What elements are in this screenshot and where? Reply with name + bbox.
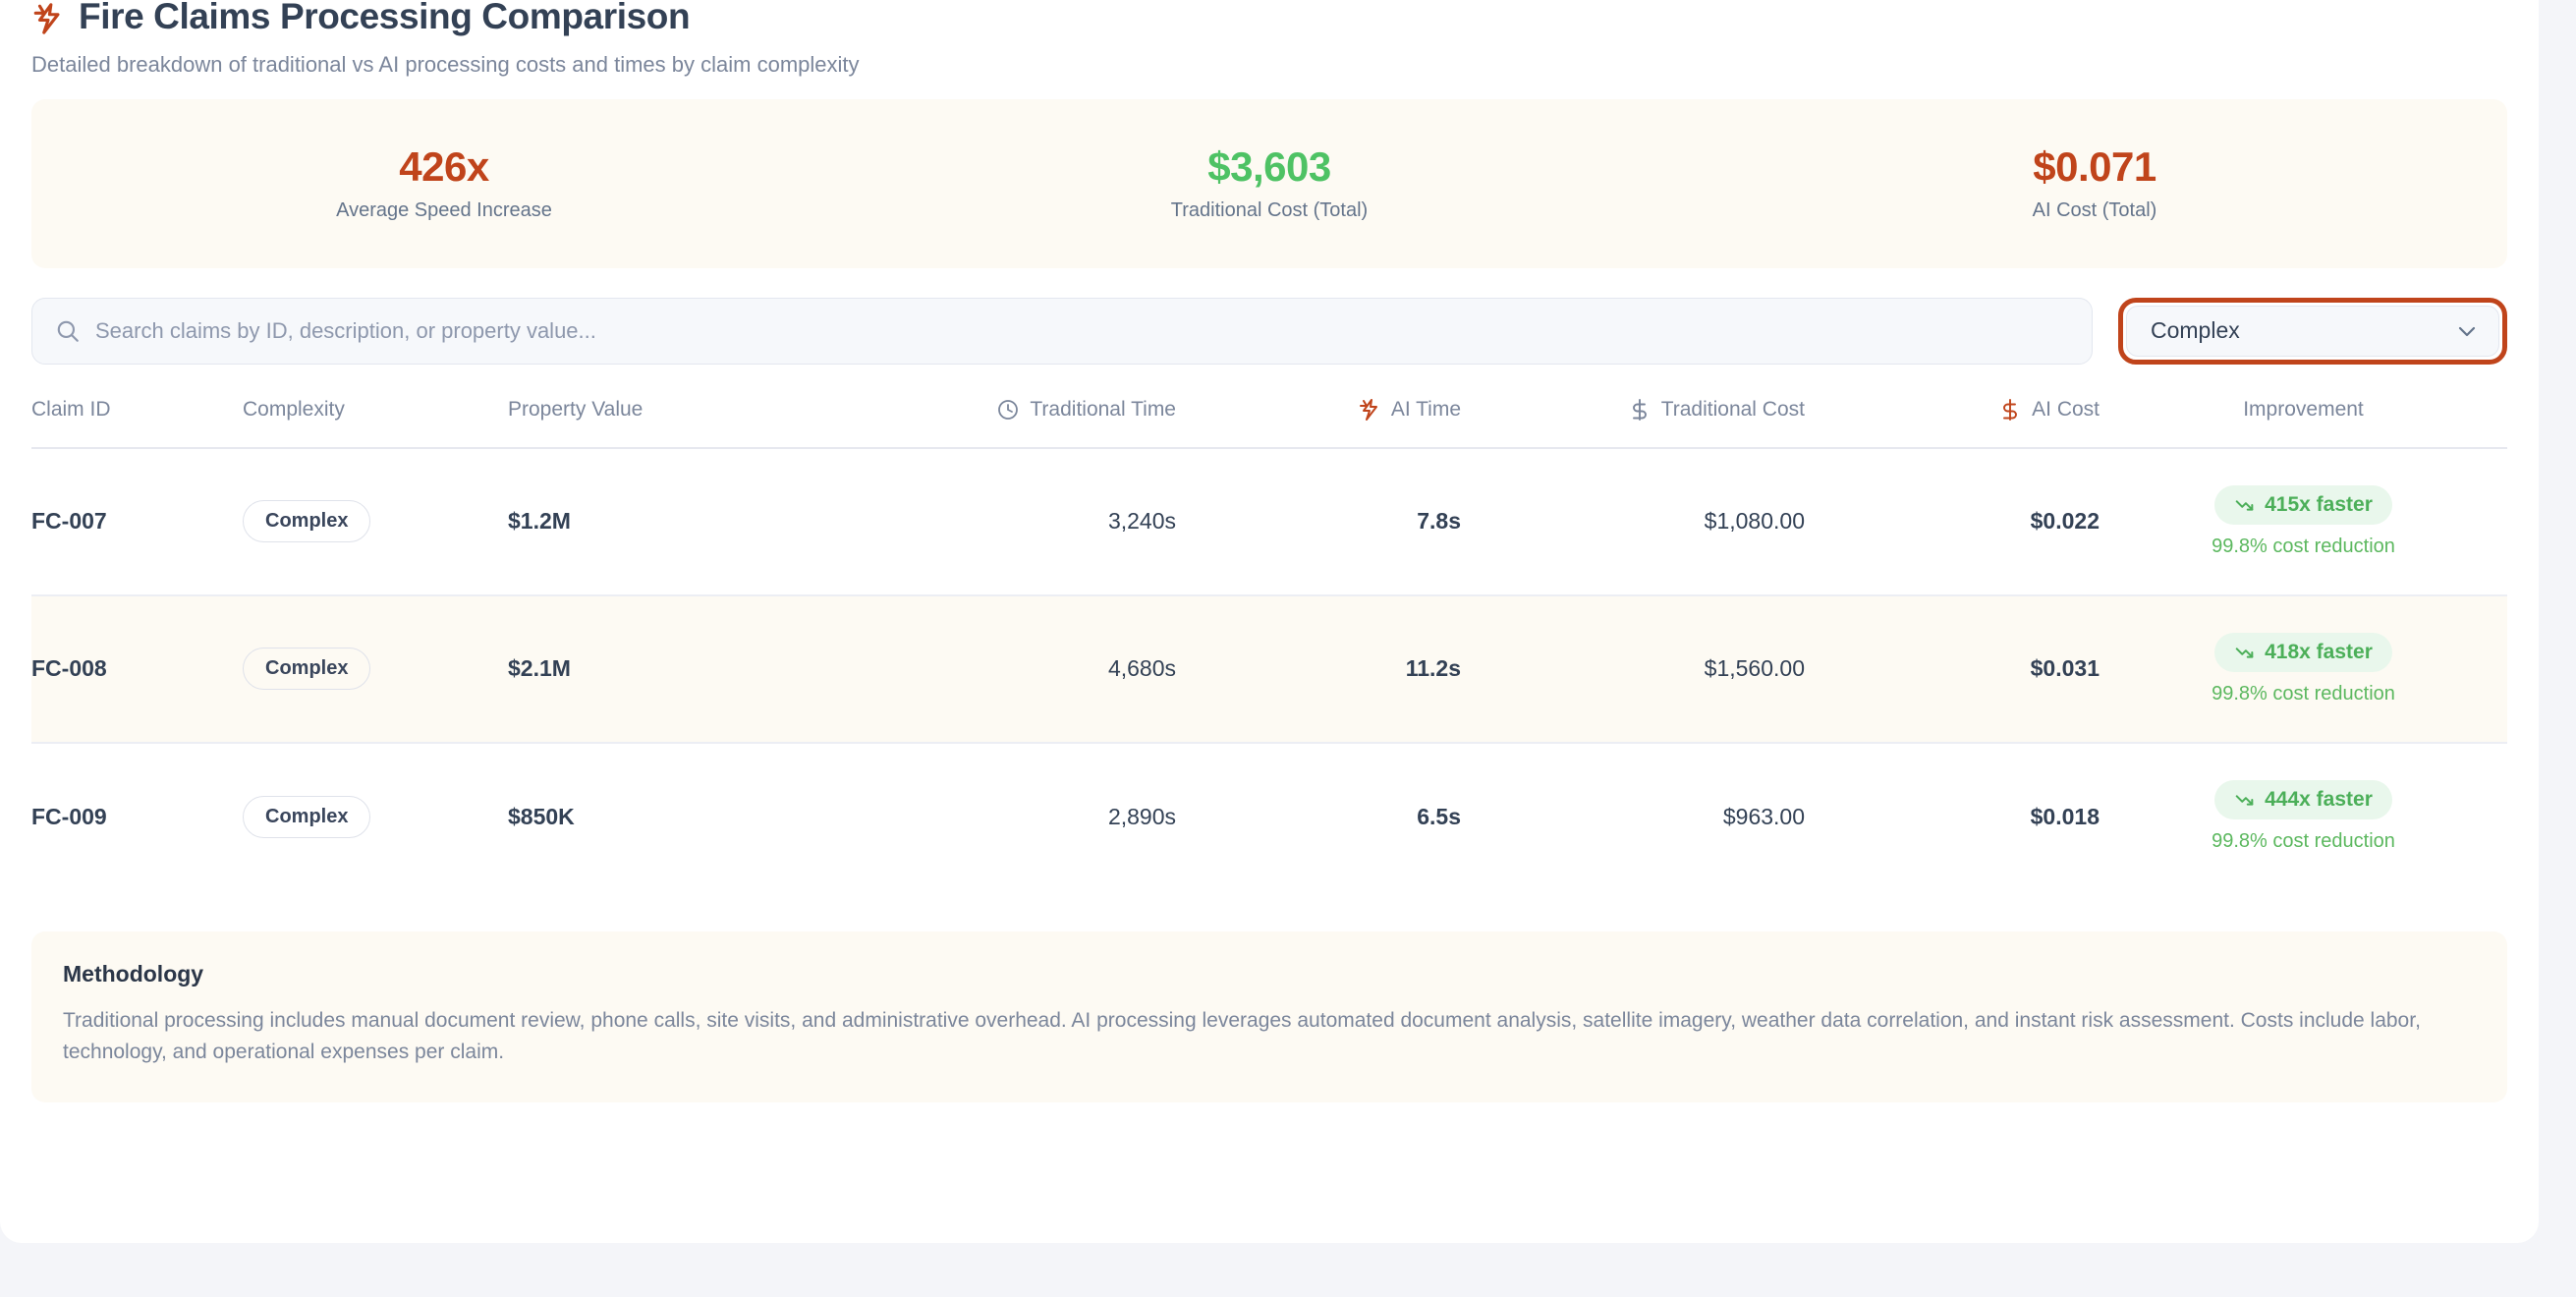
cell-traditional-time: 3,240s — [832, 447, 1176, 596]
cell-complexity: Complex — [243, 447, 508, 596]
column-header-traditional-cost[interactable]: Traditional Cost — [1461, 398, 1805, 448]
improvement-badge-label: 415x faster — [2265, 492, 2373, 516]
cell-improvement: 418x faster 99.8% cost reduction — [2100, 594, 2507, 744]
card-header: Fire Claims Processing Comparison Detail… — [31, 0, 2507, 78]
cell-property-value: $850K — [508, 803, 575, 829]
complexity-filter-focus-ring: Complex — [2118, 297, 2507, 365]
trending-down-icon — [2234, 494, 2256, 516]
claims-comparison-card: Fire Claims Processing Comparison Detail… — [0, 0, 2539, 1243]
complexity-badge: Complex — [243, 500, 371, 543]
trending-down-icon — [2234, 789, 2256, 811]
improvement-badge-label: 418x faster — [2265, 640, 2373, 663]
column-label: Complexity — [243, 397, 345, 421]
cell-complexity: Complex — [243, 594, 508, 744]
methodology-title: Methodology — [63, 960, 204, 987]
cell-traditional-cost: $1,080.00 — [1461, 447, 1805, 596]
page-title: Fire Claims Processing Comparison — [79, 0, 691, 36]
cell-ai-time: 7.8s — [1176, 447, 1461, 596]
trending-down-icon — [2234, 642, 2256, 663]
stat-value: 426x — [399, 142, 489, 190]
table-row[interactable]: FC-007 Complex $1.2M 3,240s 7.8s $1,080.… — [31, 447, 2507, 596]
search-field-wrapper — [31, 297, 2093, 365]
clock-icon — [996, 398, 1020, 422]
cell-ai-time: 6.5s — [1417, 803, 1461, 829]
table-row[interactable]: FC-008 Complex $2.1M 4,680s 11.2s $1,560… — [31, 594, 2507, 744]
column-label: AI Cost — [2032, 397, 2100, 421]
column-label: Claim ID — [31, 397, 111, 421]
table-body: FC-007 Complex $1.2M 3,240s 7.8s $1,080.… — [31, 447, 2507, 890]
column-label: Traditional Cost — [1660, 397, 1805, 421]
improvement-badge: 444x faster — [2214, 780, 2392, 820]
column-header-property-value[interactable]: Property Value — [508, 398, 832, 448]
lightning-bolt-icon — [31, 2, 65, 35]
claims-comparison-table: Claim ID Complexity Property Value — [31, 398, 2507, 890]
column-label: Traditional Time — [1030, 397, 1176, 421]
stat-label: Average Speed Increase — [336, 199, 552, 222]
cell-ai-time: 11.2s — [1176, 594, 1461, 744]
cell-traditional-time: 4,680s — [832, 594, 1176, 744]
improvement-badge: 415x faster — [2214, 484, 2392, 525]
column-header-traditional-time[interactable]: Traditional Time — [832, 398, 1176, 448]
table-header-row: Claim ID Complexity Property Value — [31, 398, 2507, 448]
cell-claim-id: FC-008 — [31, 594, 243, 744]
stat-value: $0.071 — [2033, 142, 2156, 190]
stat-traditional-cost-total: $3,603 Traditional Cost (Total) — [857, 142, 1682, 222]
complexity-filter-value: Complex — [2151, 317, 2240, 344]
stat-value: $3,603 — [1207, 142, 1331, 190]
dollar-icon — [1628, 398, 1652, 422]
improvement-badge: 418x faster — [2214, 632, 2392, 672]
cell-traditional-time: 2,890s — [1107, 803, 1176, 829]
cell-improvement: 444x faster 99.8% cost reduction — [2100, 743, 2507, 890]
column-header-improvement[interactable]: Improvement — [2100, 398, 2507, 448]
cost-reduction-label: 99.8% cost reduction — [2212, 830, 2395, 853]
cell-traditional-cost: $1,560.00 — [1461, 594, 1805, 744]
stat-ai-cost-total: $0.071 AI Cost (Total) — [1682, 142, 2507, 222]
title-row: Fire Claims Processing Comparison — [31, 0, 2507, 38]
summary-stats-banner: 426x Average Speed Increase $3,603 Tradi… — [31, 98, 2507, 268]
cell-property-value: $2.1M — [508, 594, 832, 744]
stat-label: AI Cost (Total) — [2032, 199, 2157, 222]
table-controls: Complex — [31, 297, 2507, 365]
cell-ai-cost: $0.022 — [1805, 447, 2100, 596]
cell-complexity: Complex — [243, 743, 508, 890]
page-subtitle: Detailed breakdown of traditional vs AI … — [31, 51, 860, 77]
cell-improvement: 415x faster 99.8% cost reduction — [2100, 447, 2507, 596]
cell-claim-id: FC-007 — [31, 447, 243, 596]
cost-reduction-label: 99.8% cost reduction — [2212, 682, 2395, 705]
cell-traditional-cost: $963.00 — [1722, 803, 1805, 829]
cell-property-value: $1.2M — [508, 447, 832, 596]
search-input[interactable] — [31, 297, 2093, 365]
cell-claim-id: FC-009 — [31, 803, 107, 829]
column-header-ai-cost[interactable]: AI Cost — [1805, 398, 2100, 448]
column-header-ai-time[interactable]: AI Time — [1176, 398, 1461, 448]
cost-reduction-label: 99.8% cost reduction — [2212, 535, 2395, 557]
methodology-body: Traditional processing includes manual d… — [63, 1008, 2421, 1064]
column-header-claim-id[interactable]: Claim ID — [31, 398, 243, 448]
column-label: Improvement — [2243, 397, 2364, 421]
table-row[interactable]: FC-009 Complex $850K 2,890s 6.5s $963.00… — [31, 743, 2507, 890]
complexity-badge: Complex — [243, 648, 371, 691]
column-label: AI Time — [1390, 397, 1461, 421]
cell-ai-cost: $0.018 — [2030, 803, 2100, 829]
lightning-bolt-icon — [1358, 398, 1381, 422]
complexity-badge: Complex — [243, 795, 371, 838]
methodology-panel: Methodology Traditional processing inclu… — [31, 930, 2507, 1102]
dollar-icon-red — [1998, 398, 2022, 422]
improvement-badge-label: 444x faster — [2265, 788, 2373, 812]
column-label: Property Value — [508, 397, 644, 421]
complexity-filter-select[interactable]: Complex — [2126, 305, 2499, 357]
stat-label: Traditional Cost (Total) — [1170, 199, 1369, 222]
table-header: Claim ID Complexity Property Value — [31, 398, 2507, 448]
column-header-complexity[interactable]: Complexity — [243, 398, 508, 448]
stat-average-speed-increase: 426x Average Speed Increase — [31, 142, 857, 222]
cell-ai-cost: $0.031 — [1805, 594, 2100, 744]
chevron-down-icon — [2455, 319, 2479, 343]
